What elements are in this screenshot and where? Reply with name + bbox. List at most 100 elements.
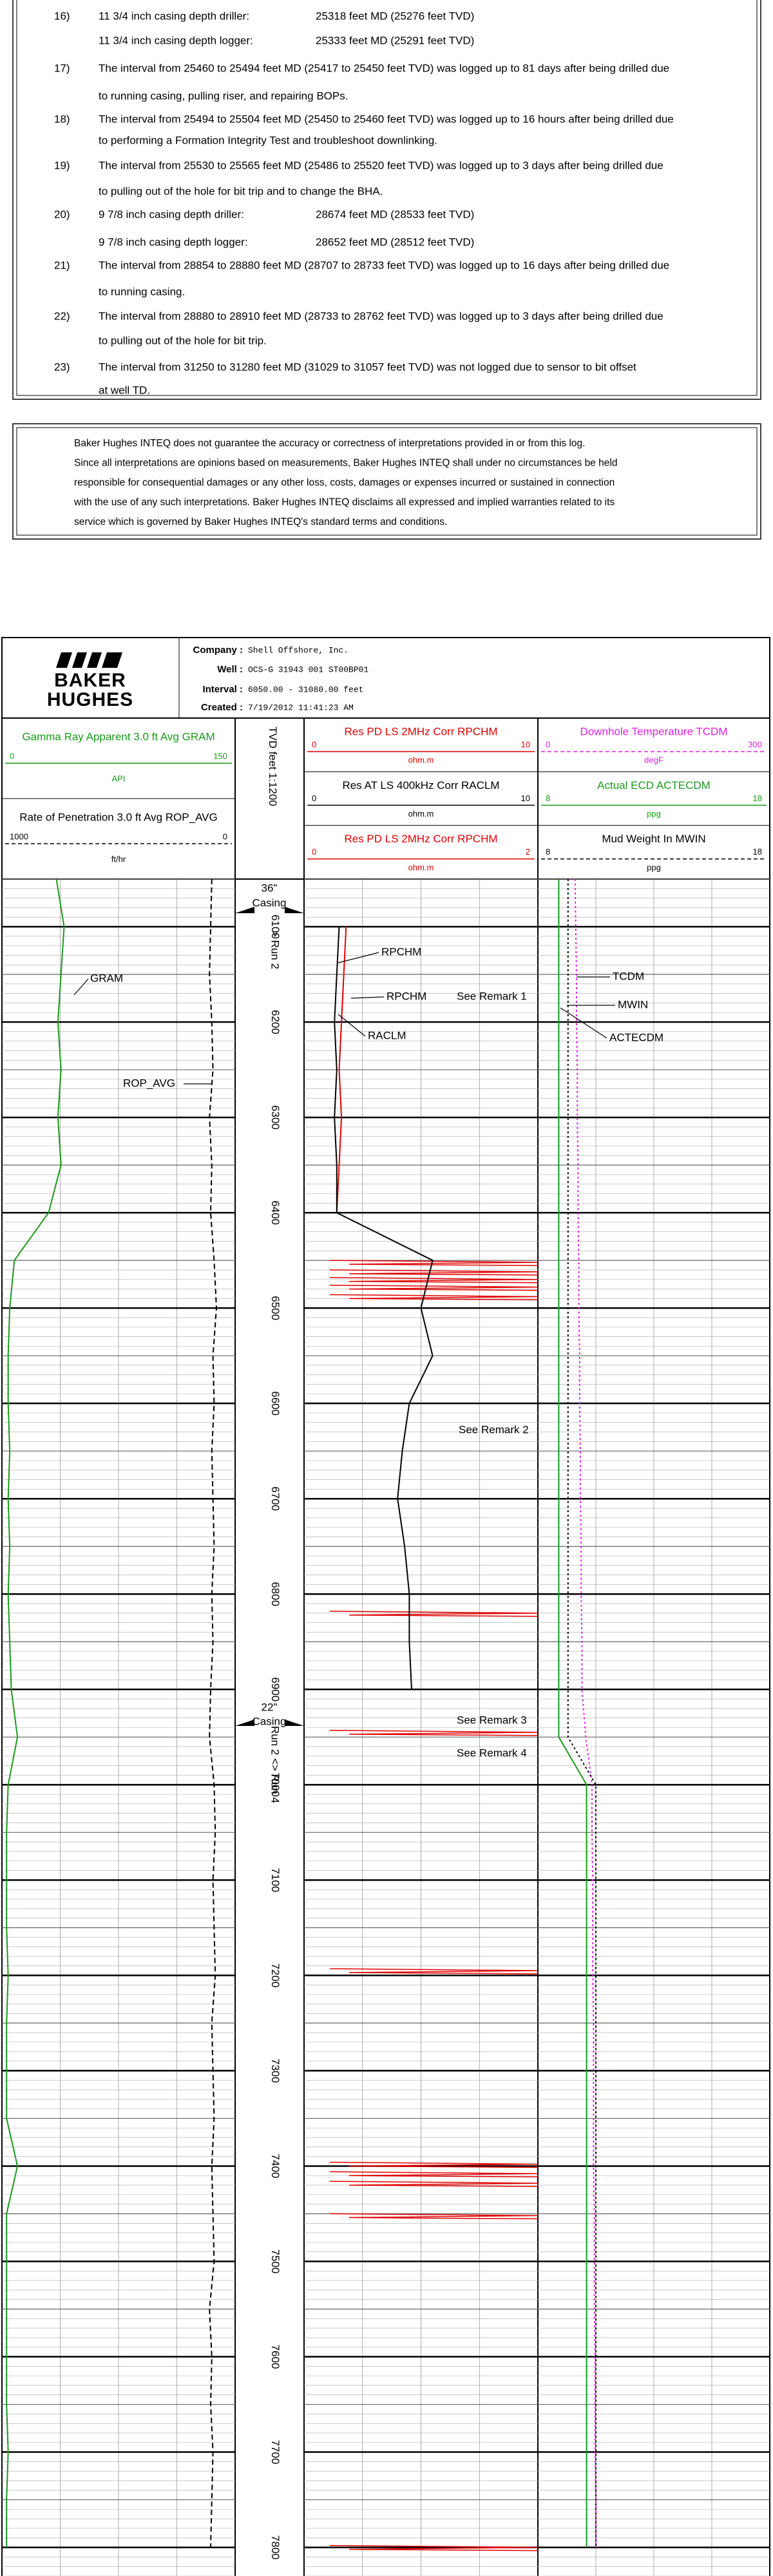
remark-text: The interval from 25494 to 25504 feet MD… xyxy=(99,113,674,125)
remark-text: 11 3/4 inch casing depth driller: xyxy=(99,10,249,22)
field-label: Well : xyxy=(217,664,243,675)
annotation: See Remark 4 xyxy=(457,1747,527,1759)
logo-text: BAKER xyxy=(54,670,126,691)
field-label: Created : xyxy=(201,702,243,713)
curve-title: Rate of Penetration 3.0 ft Avg ROP_AVG xyxy=(19,811,217,823)
curve-unit: degF xyxy=(644,755,663,765)
scale-left: 8 xyxy=(546,847,550,857)
casing-shoe xyxy=(285,1719,304,1726)
remarks-box-inner xyxy=(16,0,758,396)
logo-mark xyxy=(56,652,122,668)
curve-unit: ft/hr xyxy=(111,855,126,864)
scale-right: 10 xyxy=(521,793,530,803)
curve-title: Gamma Ray Apparent 3.0 ft Avg GRAM xyxy=(22,730,215,743)
depth-label: 7400 xyxy=(269,2154,282,2179)
annotation: Casing xyxy=(253,1715,287,1727)
remark-text: 9 7/8 inch casing depth driller: xyxy=(99,208,244,220)
scale-left: 0 xyxy=(10,752,14,761)
remark-number: 18) xyxy=(54,113,70,125)
annotation-leader xyxy=(560,1007,607,1039)
remark-text: The interval from 31250 to 31280 feet MD… xyxy=(99,361,636,373)
field-value: Shell Offshore, Inc. xyxy=(248,645,348,655)
casing-shoe xyxy=(235,1719,254,1726)
annotation: ROP_AVG xyxy=(123,1077,175,1089)
curve-spike xyxy=(329,1730,539,1736)
curve-unit: ppg xyxy=(647,809,661,819)
curve-title: Res AT LS 400kHz Corr RACLM xyxy=(342,779,499,791)
field-value: 7/19/2012 11:41:23 AM xyxy=(248,703,354,712)
annotation: See Remark 2 xyxy=(459,1423,529,1435)
field-label: Company : xyxy=(193,645,243,656)
casing-shoe xyxy=(235,907,254,913)
annotation: See Remark 1 xyxy=(457,990,527,1002)
scale-right: 18 xyxy=(753,847,762,857)
depth-label: 6200 xyxy=(269,1010,282,1034)
annotation: MWIN xyxy=(618,998,648,1010)
depth-label: 7800 xyxy=(269,2535,282,2560)
remark-number: 22) xyxy=(54,310,70,322)
annotation: Casing xyxy=(253,896,287,909)
depth-label: 6900 xyxy=(269,1677,282,1701)
scale-right: 150 xyxy=(213,752,227,761)
scale-left: 0 xyxy=(312,847,316,857)
log-frame xyxy=(1,637,770,2576)
curve-unit: ppg xyxy=(647,862,661,872)
depth-label: 6100 xyxy=(269,914,282,939)
depth-label: 7600 xyxy=(269,2345,282,2369)
curve-spike xyxy=(329,2213,539,2220)
remark-value: 25333 feet MD (25291 feet TVD) xyxy=(316,34,474,46)
curve-title: Mud Weight In MWIN xyxy=(602,833,705,845)
field-label: Interval : xyxy=(202,684,243,695)
curve-spike xyxy=(329,1269,539,1276)
log-curve xyxy=(558,879,587,2548)
remarks-box xyxy=(12,0,761,400)
annotation: GRAM xyxy=(90,972,123,984)
depth-label: 6300 xyxy=(269,1105,282,1130)
curve-spike xyxy=(329,1276,539,1283)
depth-label: 7700 xyxy=(269,2440,282,2465)
disclaimer-box xyxy=(12,423,761,540)
remark-value: 28674 feet MD (28533 feet TVD) xyxy=(316,208,474,220)
curve-spike xyxy=(329,1968,539,1975)
curve-spike xyxy=(329,1294,539,1301)
curve-unit: ohm.m xyxy=(408,862,434,872)
depth-label: 6800 xyxy=(269,1582,282,1606)
annotation: RPCHM xyxy=(386,990,426,1002)
annotation: ACTECDM xyxy=(609,1031,663,1043)
scale-right: 10 xyxy=(521,740,530,750)
annotation: RACLM xyxy=(368,1029,406,1041)
curve-spike xyxy=(329,2161,539,2168)
logo-stripe xyxy=(67,652,77,668)
scale-left: 0 xyxy=(312,793,316,803)
scale-left: 1000 xyxy=(10,832,28,842)
depth-label: 6400 xyxy=(269,1200,282,1225)
disclaimer-line: with the use of any such interpretations… xyxy=(73,497,615,508)
depth-label: 7300 xyxy=(269,2059,282,2083)
remark-text: to pulling out of the hole for bit trip … xyxy=(99,185,383,197)
remark-value: 25318 feet MD (25276 feet TVD) xyxy=(316,10,474,22)
curve-spike xyxy=(329,2181,539,2187)
scale-right: 0 xyxy=(223,832,227,842)
run-label: > Run 2 xyxy=(269,931,282,969)
depth-label: 6600 xyxy=(269,1391,282,1416)
remark-text: The interval from 25530 to 25565 feet MD… xyxy=(99,159,663,171)
scale-left: 0 xyxy=(312,740,316,750)
annotation: TCDM xyxy=(613,970,644,982)
curve-spike xyxy=(329,2171,539,2178)
disclaimer-line: Since all interpretations are opinions b… xyxy=(74,458,617,469)
log-curve xyxy=(574,878,596,2548)
field-value: 6050.00 - 31080.00 feet xyxy=(248,685,363,694)
depth-label: 7500 xyxy=(269,2249,282,2274)
depth-label: 6500 xyxy=(269,1296,282,1320)
remark-number: 17) xyxy=(54,62,70,74)
annotation-leader xyxy=(338,1014,366,1037)
remark-number: 21) xyxy=(54,259,70,271)
remark-text: to pulling out of the hole for bit trip. xyxy=(99,334,267,346)
remark-text: The interval from 25460 to 25494 feet MD… xyxy=(99,62,669,74)
annotation-leader xyxy=(350,996,385,999)
remark-number: 16) xyxy=(54,10,70,22)
log-curve xyxy=(567,879,596,2548)
curve-title: Res PD LS 2MHz Corr RPCHM xyxy=(344,833,497,845)
casing-shoe xyxy=(285,907,304,913)
